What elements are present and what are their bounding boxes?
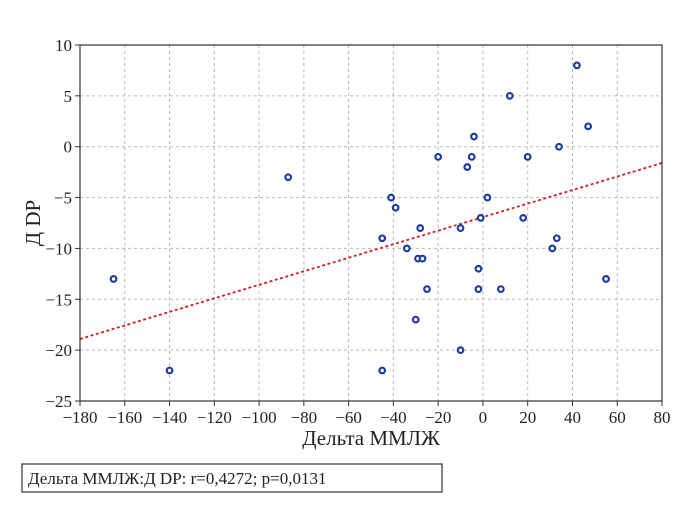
data-point [463,163,472,171]
data-point [496,285,505,294]
data-point [483,193,492,202]
caption-box [21,463,443,493]
x-tick-label: −120 [197,408,232,427]
data-point [378,366,387,375]
data-point [474,285,483,294]
plot-frame [79,44,663,402]
data-point [548,244,557,253]
data-point [552,234,561,243]
regression-line [79,162,663,340]
data-point [474,264,483,273]
data-point [387,193,396,202]
x-tick-label: −160 [107,408,142,427]
data-point [109,275,118,283]
data-point [573,61,581,70]
x-tick-label: −20 [425,408,452,427]
x-tick-label: −40 [380,408,407,427]
x-tick-label: 60 [609,408,626,427]
axis-ticks [75,44,663,406]
data-points [109,61,610,375]
data-point [602,275,610,283]
data-point [434,152,443,161]
x-tick-label: 0 [479,408,488,427]
data-point [523,152,532,161]
x-tick-label: −60 [335,408,362,427]
data-point [391,203,400,212]
y-tick-label: −15 [45,290,72,309]
y-tick-label: 10 [55,36,72,55]
data-point [456,224,465,232]
data-point [416,224,425,232]
y-tick-label: −5 [54,189,72,208]
caption-text: Дельта ММЛЖ:Д DP: r=0,4272; p=0,0131 [28,469,326,488]
data-point [423,285,431,294]
data-point [519,214,528,222]
y-tick-label: −25 [45,392,72,411]
x-tick-label: 40 [564,408,581,427]
x-tick-label: −80 [291,408,318,427]
y-tick-label: 0 [64,138,73,157]
data-point [584,122,593,131]
grid-lines [80,45,662,401]
data-point [284,173,293,182]
y-tick-label: −20 [45,341,72,360]
data-point [467,152,476,161]
x-axis-title: Дельта ММЛЖ [302,426,440,450]
data-point [411,315,420,324]
y-tick-label: −10 [45,239,72,258]
y-axis-title: Д DP [21,200,45,246]
x-axis-tick-labels: −180 −160 −140 −120 −100 −80 −60 −40 −20 0 20 40 60 8… [62,408,670,427]
data-point [555,142,563,151]
y-tick-label: 5 [64,87,73,106]
data-point [418,254,427,263]
x-tick-label: 20 [519,408,536,427]
x-tick-label: −140 [152,408,187,427]
x-tick-label: 80 [654,408,671,427]
statistics-caption: Дельта ММЛЖ:Д DP: r=0,4272; p=0,0131 [21,463,443,493]
y-axis-tick-labels: −25 −20 −15 −10 −5 0 5 10 [45,36,72,411]
data-point [165,366,174,375]
data-point [402,244,411,253]
data-point [476,214,485,222]
regression-line-group [79,162,663,340]
data-point [456,346,465,355]
x-tick-label: −100 [242,408,277,427]
data-point [505,91,514,100]
data-point [470,132,478,141]
data-point [378,234,387,243]
x-tick-label: −180 [62,408,97,427]
